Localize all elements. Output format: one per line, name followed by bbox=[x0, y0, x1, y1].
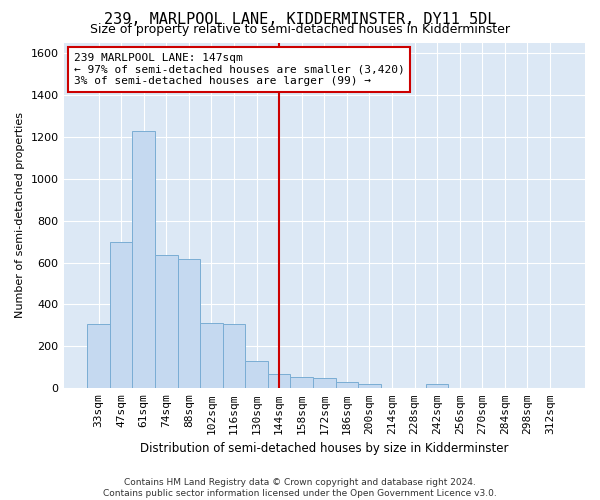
Text: 239, MARLPOOL LANE, KIDDERMINSTER, DY11 5DL: 239, MARLPOOL LANE, KIDDERMINSTER, DY11 … bbox=[104, 12, 496, 28]
Bar bbox=[110, 242, 133, 388]
Bar bbox=[200, 324, 223, 388]
Bar bbox=[268, 374, 290, 388]
Bar bbox=[223, 324, 245, 388]
X-axis label: Distribution of semi-detached houses by size in Kidderminster: Distribution of semi-detached houses by … bbox=[140, 442, 509, 455]
Bar bbox=[313, 378, 335, 388]
Bar bbox=[426, 384, 448, 388]
Bar bbox=[155, 255, 178, 388]
Bar bbox=[290, 377, 313, 388]
Text: 239 MARLPOOL LANE: 147sqm
← 97% of semi-detached houses are smaller (3,420)
3% o: 239 MARLPOOL LANE: 147sqm ← 97% of semi-… bbox=[74, 53, 405, 86]
Bar bbox=[335, 382, 358, 388]
Bar bbox=[178, 260, 200, 388]
Bar bbox=[87, 324, 110, 388]
Text: Size of property relative to semi-detached houses in Kidderminster: Size of property relative to semi-detach… bbox=[90, 22, 510, 36]
Bar bbox=[245, 361, 268, 388]
Y-axis label: Number of semi-detached properties: Number of semi-detached properties bbox=[15, 112, 25, 318]
Bar bbox=[133, 130, 155, 388]
Bar bbox=[358, 384, 381, 388]
Text: Contains HM Land Registry data © Crown copyright and database right 2024.
Contai: Contains HM Land Registry data © Crown c… bbox=[103, 478, 497, 498]
